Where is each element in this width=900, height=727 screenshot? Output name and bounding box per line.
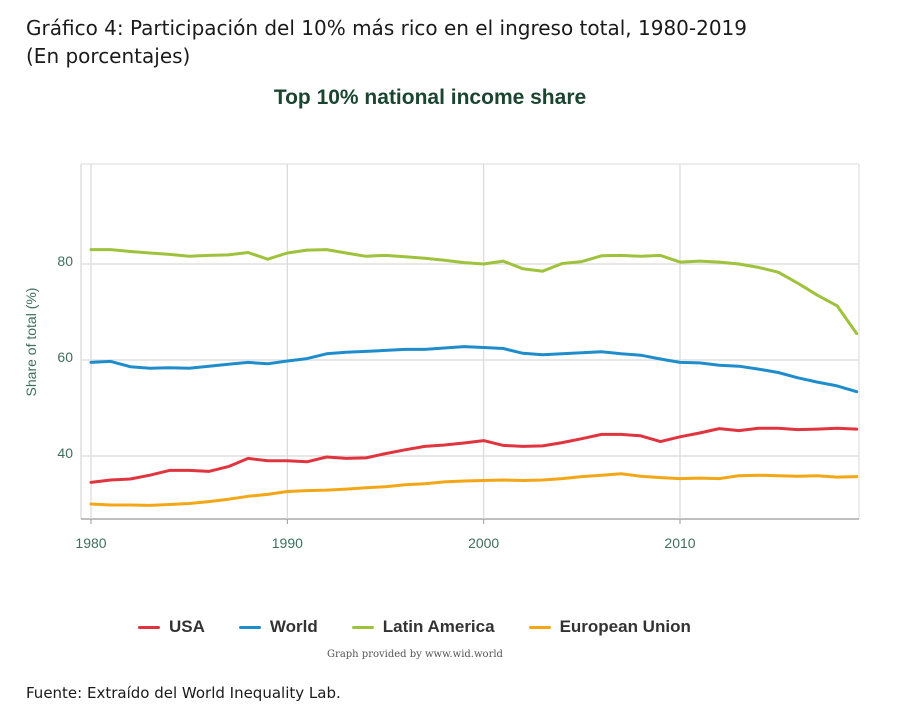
figure-title: Gráfico 4: Participación del 10% más ric… bbox=[26, 14, 886, 70]
legend-swatch bbox=[351, 625, 374, 629]
x-tick-label: 2010 bbox=[664, 535, 695, 551]
series-line-latin-america bbox=[89, 248, 859, 336]
chart-legend: USA World Latin America European Union bbox=[138, 617, 725, 637]
x-tick-label: 2000 bbox=[468, 535, 499, 551]
legend-item-world: World bbox=[238, 617, 318, 637]
series-line-world bbox=[89, 345, 859, 394]
x-tick-label: 1990 bbox=[272, 535, 303, 551]
y-tick-label: 80 bbox=[57, 253, 73, 269]
graph-credit: Graph provided by www.wid.world bbox=[327, 649, 503, 660]
legend-item-latin-america: Latin America bbox=[351, 617, 495, 637]
legend-swatch bbox=[238, 625, 261, 629]
legend-item-european-union: European Union bbox=[528, 617, 691, 637]
legend-swatch bbox=[138, 625, 160, 629]
y-tick-label: 40 bbox=[57, 445, 73, 461]
legend-label: Latin America bbox=[382, 617, 495, 636]
line-chart: 1980 1990 2000 2010 40 60 80 Share of total (%) bbox=[23, 163, 860, 551]
legend-item-usa: USA bbox=[138, 617, 205, 637]
series-line-usa bbox=[89, 426, 859, 484]
figure-title-line2: (En porcentajes) bbox=[26, 44, 191, 68]
figure-title-line1: Gráfico 4: Participación del 10% más ric… bbox=[26, 16, 748, 40]
legend-swatch bbox=[528, 625, 551, 629]
legend-label: World bbox=[269, 617, 318, 636]
y-axis-label: Share of total (%) bbox=[23, 288, 39, 397]
series-line-european-union bbox=[89, 472, 859, 507]
x-tick-label: 1980 bbox=[75, 535, 106, 551]
legend-label: USA bbox=[169, 617, 205, 636]
chart-title: Top 10% national income share bbox=[273, 86, 587, 109]
legend-label: European Union bbox=[559, 617, 691, 636]
y-tick-label: 60 bbox=[57, 349, 73, 365]
source-note: Fuente: Extraído del World Inequality La… bbox=[26, 684, 341, 702]
